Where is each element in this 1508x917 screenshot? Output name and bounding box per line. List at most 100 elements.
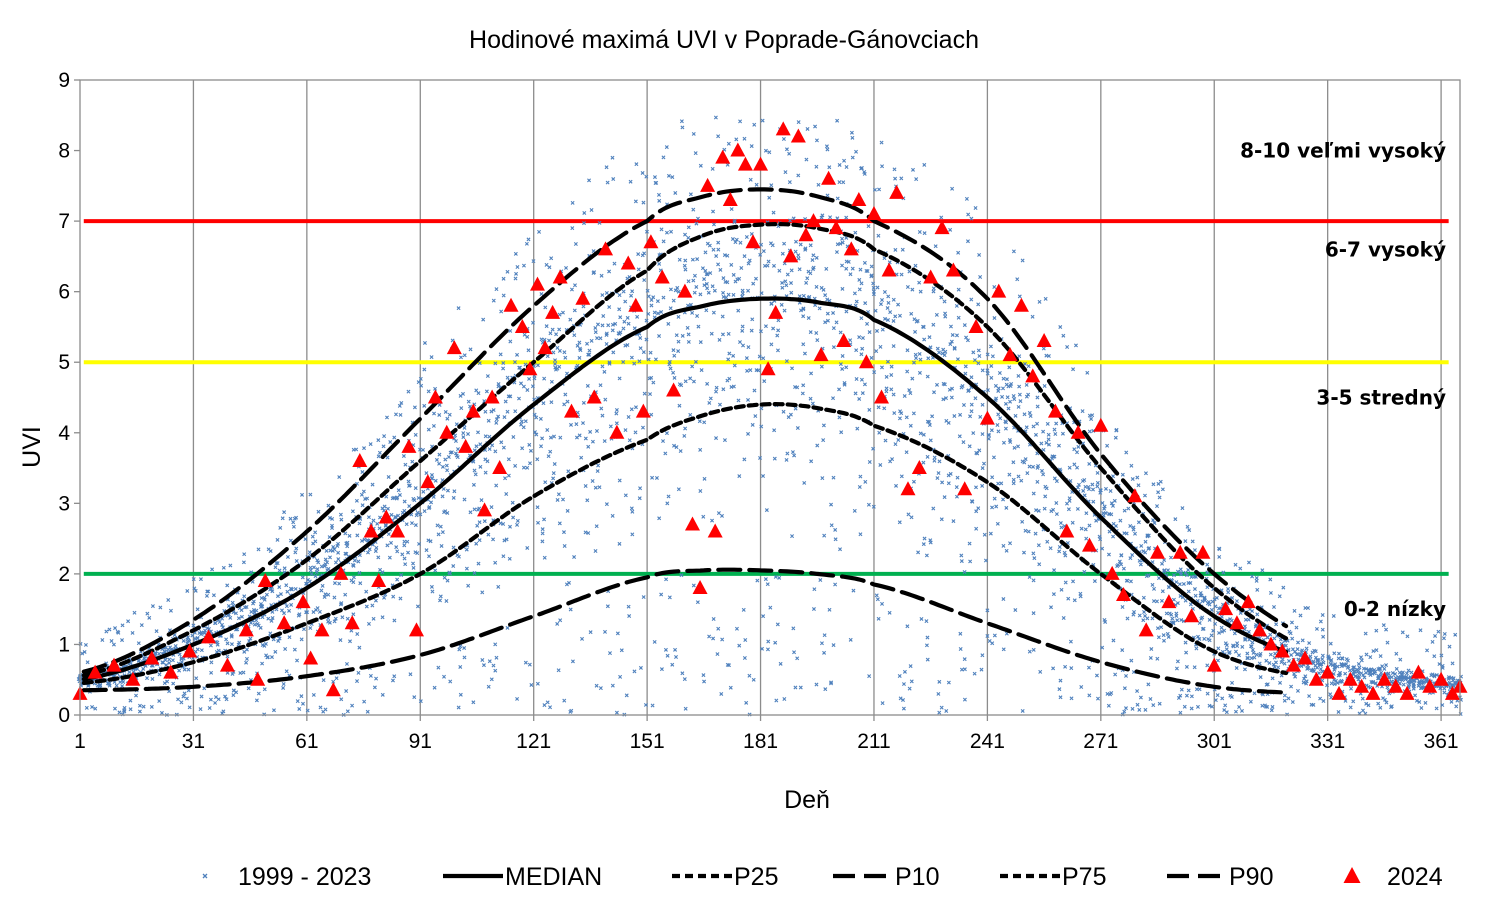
scatter-point — [403, 562, 408, 567]
scatter-point — [644, 318, 649, 323]
scatter-point — [872, 187, 877, 192]
scatter-point — [447, 412, 452, 417]
scatter-point — [1118, 518, 1123, 523]
scatter-point — [481, 663, 486, 668]
scatter-point — [1119, 562, 1124, 567]
scatter-point — [637, 359, 642, 364]
scatter-point — [686, 225, 691, 230]
scatter-point — [1111, 503, 1115, 508]
scatter-point — [527, 442, 532, 447]
triangle-2024 — [654, 269, 670, 284]
scatter-point — [970, 499, 975, 504]
scatter-point — [793, 406, 798, 411]
scatter-point — [371, 518, 376, 523]
scatter-point — [413, 550, 418, 555]
scatter-point — [336, 557, 341, 562]
scatter-point — [1393, 675, 1398, 680]
scatter-point — [725, 280, 730, 285]
scatter-point — [511, 515, 516, 520]
scatter-point — [313, 574, 318, 579]
y-tick-label: 8 — [58, 140, 70, 163]
scatter-point — [451, 545, 456, 550]
scatter-point — [803, 217, 808, 222]
scatter-point — [817, 306, 822, 311]
scatter-point — [1430, 639, 1435, 644]
scatter-point — [946, 680, 951, 685]
scatter-point — [1374, 648, 1379, 653]
scatter-point — [327, 535, 332, 540]
scatter-point — [419, 383, 424, 388]
scatter-point — [632, 361, 637, 366]
scatter-point — [1069, 666, 1074, 671]
scatter-point — [429, 472, 434, 477]
scatter-point — [760, 118, 765, 123]
scatter-point — [349, 578, 354, 583]
scatter-point — [677, 382, 682, 387]
scatter-point — [784, 147, 789, 152]
scatter-point — [1202, 636, 1207, 641]
scatter-point — [350, 703, 355, 708]
scatter-point — [246, 686, 251, 691]
scatter-point — [462, 353, 467, 358]
scatter-point — [1078, 594, 1083, 599]
triangle-2024 — [250, 671, 266, 686]
scatter-point — [1011, 394, 1016, 398]
scatter-point — [763, 148, 768, 153]
scatter-point — [621, 326, 626, 331]
scatter-point — [652, 310, 657, 315]
scatter-point — [315, 567, 320, 572]
scatter-point — [1192, 548, 1197, 553]
scatter-point — [801, 307, 806, 312]
scatter-point — [922, 162, 927, 167]
scatter-point — [338, 512, 343, 517]
scatter-point — [471, 482, 476, 487]
scatter-point — [472, 448, 477, 453]
scatter-point — [1160, 561, 1165, 566]
scatter-point — [801, 293, 806, 298]
scatter-point — [1065, 344, 1070, 349]
scatter-point — [555, 345, 560, 350]
scatter-point — [1356, 661, 1361, 666]
scatter-point — [678, 449, 683, 454]
scatter-point — [1020, 708, 1025, 713]
scatter-point — [410, 521, 414, 526]
scatter-point — [595, 469, 600, 474]
scatter-point — [630, 532, 635, 537]
scatter-point — [1103, 511, 1108, 516]
scatter-point — [562, 402, 567, 407]
scatter-point — [371, 616, 376, 621]
scatter-point — [767, 195, 772, 200]
scatter-point — [1031, 611, 1036, 616]
scatter-point — [1059, 525, 1064, 530]
scatter-point — [494, 287, 499, 292]
scatter-point — [480, 658, 485, 662]
scatter-point — [394, 515, 399, 520]
scatter-point — [426, 427, 431, 432]
scatter-point — [691, 278, 696, 283]
scatter-point — [1393, 672, 1398, 677]
scatter-point — [803, 246, 808, 251]
scatter-point — [907, 269, 912, 274]
scatter-point — [763, 577, 768, 582]
scatter-point — [459, 355, 463, 360]
scatter-point — [899, 474, 904, 479]
scatter-point — [395, 577, 400, 582]
scatter-point — [674, 333, 679, 338]
scatter-point — [735, 277, 740, 282]
scatter-point — [640, 425, 645, 430]
scatter-point — [414, 513, 419, 518]
scatter-point — [926, 356, 931, 361]
scatter-point — [1095, 696, 1100, 701]
scatter-point — [1116, 562, 1121, 567]
scatter-point — [1304, 646, 1309, 651]
scatter-point — [610, 328, 615, 333]
scatter-point — [581, 304, 586, 309]
scatter-point — [562, 350, 567, 355]
scatter-point — [117, 710, 122, 715]
scatter-point — [1092, 579, 1097, 584]
scatter-point — [1048, 546, 1053, 551]
scatter-point — [241, 670, 246, 675]
scatter-point — [776, 318, 781, 323]
scatter-point — [779, 302, 784, 307]
scatter-point — [594, 524, 599, 529]
